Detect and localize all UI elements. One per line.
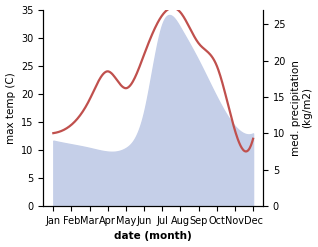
Y-axis label: max temp (C): max temp (C)	[5, 72, 16, 144]
Y-axis label: med. precipitation
(kg/m2): med. precipitation (kg/m2)	[291, 60, 313, 156]
X-axis label: date (month): date (month)	[114, 231, 192, 242]
